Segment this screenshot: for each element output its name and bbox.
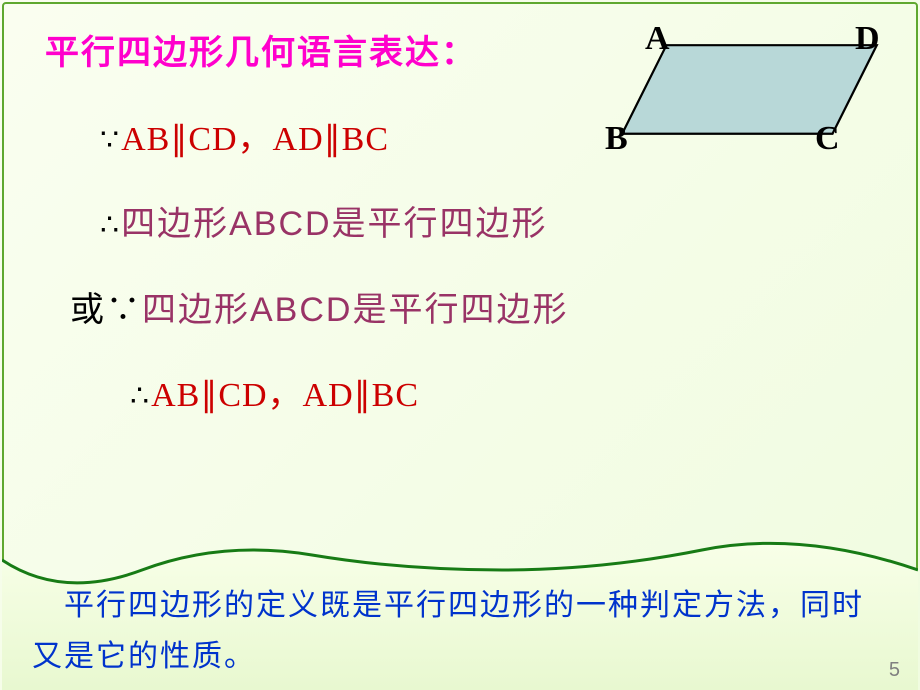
conclusion-line-1: ∴四边形ABCD是平行四边形 — [45, 201, 875, 249]
premise-line-2: 或∵四边形ABCD是平行四边形 — [45, 287, 875, 335]
vertex-a: A — [645, 20, 670, 58]
therefore-symbol-2: ∴ — [130, 380, 151, 413]
conclusion-text-2: AB∥CD，AD∥BC — [151, 377, 419, 414]
premise-text-1: AB∥CD，AD∥BC — [121, 121, 389, 158]
wave-callout: 平行四边形的定义既是平行四边形的一种判定方法，同时又是它的性质。 — [2, 515, 918, 690]
wave-text: 平行四边形的定义既是平行四边形的一种判定方法，同时又是它的性质。 — [32, 580, 888, 682]
therefore-symbol-1: ∴ — [100, 209, 121, 242]
premise-text-2: 四边形ABCD是平行四边形 — [142, 291, 568, 329]
vertex-b: B — [605, 120, 628, 158]
vertex-d: D — [855, 20, 880, 58]
page-number: 5 — [889, 659, 900, 682]
because-symbol-1: ∵ — [100, 124, 121, 157]
conclusion-text-1: 四边形ABCD是平行四边形 — [121, 205, 547, 243]
or-because-symbol: 或∵ — [70, 291, 142, 329]
conclusion-line-2: ∴AB∥CD，AD∥BC — [45, 372, 875, 420]
vertex-c: C — [815, 120, 840, 158]
parallelogram-diagram: A D B C — [600, 20, 910, 170]
